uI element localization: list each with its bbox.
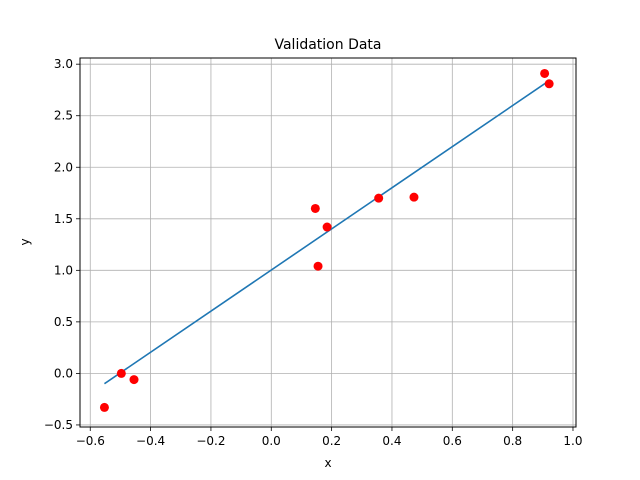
y-tick-label: 2.5 — [54, 109, 73, 123]
plot-frame — [79, 57, 577, 428]
y-tick-label: 0.0 — [54, 366, 73, 380]
x-tick-label: 0.0 — [262, 434, 281, 448]
fit-line-group — [103, 80, 550, 385]
data-point — [544, 79, 554, 89]
data-point — [129, 375, 139, 385]
fit-line — [103, 80, 550, 385]
x-tick-label: 0.8 — [503, 434, 522, 448]
x-tick-label: −0.2 — [196, 434, 225, 448]
x-tick-label: −0.4 — [136, 434, 165, 448]
grid-lines — [80, 58, 576, 427]
x-tick-label: 0.2 — [322, 434, 341, 448]
y-axis-label: y — [18, 238, 32, 245]
chart-title: Validation Data — [274, 37, 381, 53]
data-point — [374, 193, 384, 203]
data-point — [313, 261, 323, 271]
x-tick-label: 0.4 — [382, 434, 401, 448]
data-point — [540, 68, 550, 78]
data-point — [116, 368, 126, 378]
y-tick-label: 0.5 — [54, 315, 73, 329]
y-tick-label: −0.5 — [44, 418, 73, 432]
axis-ticks: −0.6 −0.4 −0.2 0.0 0.2 0.4 0.6 0.8 1.0 −0.5 0.0 0.5… — [44, 57, 583, 448]
x-tick-label: 0.6 — [443, 434, 462, 448]
y-tick-label: 1.0 — [54, 263, 73, 277]
y-tick-label: 3.0 — [54, 57, 73, 71]
x-tick-label: −0.6 — [76, 434, 105, 448]
data-point — [99, 402, 109, 412]
data-point — [310, 203, 320, 213]
data-point — [409, 192, 419, 202]
x-axis-label: x — [324, 456, 331, 470]
data-points — [99, 68, 554, 412]
y-tick-label: 1.5 — [54, 212, 73, 226]
y-tick-label: 2.0 — [54, 160, 73, 174]
data-point — [322, 222, 332, 232]
x-tick-label: 1.0 — [563, 434, 582, 448]
